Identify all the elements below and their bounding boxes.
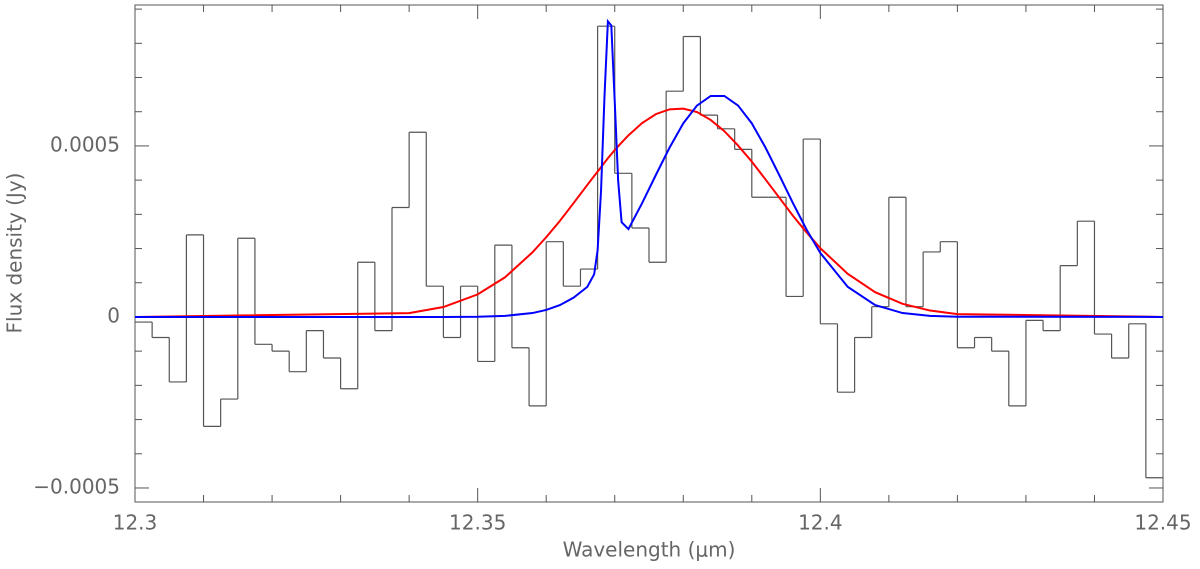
x-tick-label: 12.3 [113, 511, 158, 535]
y-axis-label: Flux density (Jy) [3, 173, 27, 334]
x-tick-label: 12.4 [798, 511, 843, 535]
x-tick-label: 12.35 [449, 511, 506, 535]
model-line [134, 107, 1164, 318]
y-tick-label: 0 [107, 303, 120, 327]
plot-frame [134, 4, 1164, 503]
model-line [135, 18, 1164, 318]
y-tick-label: 0.0005 [50, 132, 120, 156]
x-tick-label: 12.45 [1134, 511, 1191, 535]
x-axis-label: Wavelength (μm) [563, 538, 736, 562]
y-tick-label: −0.0005 [33, 474, 120, 498]
